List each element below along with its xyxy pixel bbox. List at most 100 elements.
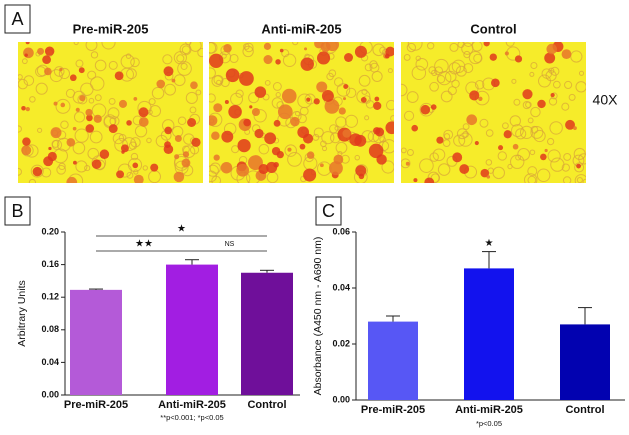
cell-outline — [530, 61, 538, 70]
cell-outline — [387, 68, 393, 74]
cell-outline — [505, 42, 515, 47]
cell-outline — [101, 42, 116, 50]
stained-cell — [44, 67, 52, 76]
stained-cell — [290, 116, 300, 127]
stained-cell — [469, 90, 480, 101]
cell-outline — [180, 62, 188, 70]
cell-outline — [272, 82, 282, 91]
stained-cell — [22, 137, 31, 146]
stained-cell — [25, 107, 30, 112]
cell-outline — [88, 97, 95, 104]
micrograph — [18, 42, 203, 183]
cell-outline — [471, 42, 483, 52]
stained-cell — [47, 151, 57, 162]
stained-cell — [59, 67, 63, 72]
cell-outline — [429, 81, 439, 92]
stained-cell — [430, 104, 437, 110]
cell-outline — [29, 96, 36, 103]
stained-cell — [73, 160, 77, 165]
stained-cell — [514, 55, 523, 63]
cell-outline — [529, 149, 536, 156]
cell-outline — [335, 141, 348, 154]
stained-cell — [163, 144, 174, 155]
stained-cell — [483, 42, 490, 47]
stained-cell — [321, 89, 334, 102]
stained-cell — [114, 71, 124, 81]
cell-outline — [90, 51, 99, 59]
cell-outline — [209, 93, 216, 103]
annotation: ★ — [177, 224, 186, 235]
cell-outline — [177, 61, 192, 76]
stained-cell — [424, 177, 435, 183]
cell-outline — [130, 152, 139, 161]
cell-outline — [381, 139, 394, 154]
bar — [166, 264, 218, 395]
stained-cell — [303, 168, 317, 182]
cell-outline — [258, 143, 270, 155]
cell-outline — [126, 171, 134, 179]
cell-outline — [321, 131, 335, 145]
cell-outline — [75, 160, 88, 173]
cell-outline — [574, 162, 585, 173]
cell-outline — [497, 151, 507, 161]
cell-outline — [73, 111, 86, 123]
cell-outline — [18, 167, 22, 176]
cell-outline — [282, 53, 297, 67]
stained-cell — [121, 144, 129, 153]
cell-outline — [379, 136, 386, 143]
cell-outline — [336, 83, 351, 97]
stained-cell — [209, 115, 218, 126]
cell-outline — [451, 79, 460, 89]
cell-outline — [474, 79, 485, 90]
cell-outline — [122, 137, 137, 152]
cell-outline — [118, 133, 127, 142]
cell-outline — [463, 63, 474, 74]
cell-outline — [437, 163, 451, 176]
cell-outline — [335, 116, 347, 128]
cell-outline — [281, 49, 290, 58]
cell-outline — [146, 137, 152, 144]
stained-cell — [342, 129, 351, 138]
stained-cell — [343, 97, 347, 101]
stained-cell — [338, 107, 346, 115]
cell-outline — [209, 67, 216, 79]
stained-cell — [266, 161, 278, 173]
stained-cell — [489, 53, 497, 61]
cell-outline — [189, 106, 197, 114]
y-tick-label: 0.04 — [41, 357, 59, 367]
stained-cell — [181, 158, 191, 168]
cell-outline — [176, 54, 185, 63]
stained-cell — [325, 42, 340, 52]
cell-outline — [578, 70, 585, 76]
cell-outline — [56, 165, 66, 175]
annotation: ★★ — [135, 239, 153, 250]
magnification: 40X — [593, 92, 619, 108]
stained-cell — [512, 143, 519, 150]
stained-cell — [565, 119, 575, 130]
cell-outline — [90, 76, 105, 91]
cell-outline — [385, 99, 394, 111]
cell-outline — [462, 123, 470, 130]
stained-cell — [187, 118, 197, 127]
cell-outline — [127, 157, 143, 173]
x-tick-label: Control — [565, 404, 604, 416]
cell-outline — [18, 78, 29, 90]
cell-outline — [547, 149, 561, 163]
stained-cell — [24, 53, 28, 57]
x-tick-label: Anti-miR-205 — [158, 399, 226, 411]
cell-outline — [456, 128, 468, 140]
cell-outline — [35, 82, 48, 95]
cell-outline — [527, 117, 534, 124]
cell-outline — [479, 118, 489, 128]
cell-outline — [77, 94, 88, 105]
stained-cell — [60, 102, 66, 108]
cell-outline — [149, 105, 162, 117]
cell-outline — [419, 102, 434, 117]
stained-cell — [498, 145, 504, 151]
cell-outline — [53, 66, 65, 77]
stained-cell — [276, 150, 284, 159]
cell-outline — [151, 86, 165, 100]
stained-cell — [213, 154, 220, 161]
cell-outline — [415, 57, 429, 71]
cell-outline — [513, 98, 521, 106]
